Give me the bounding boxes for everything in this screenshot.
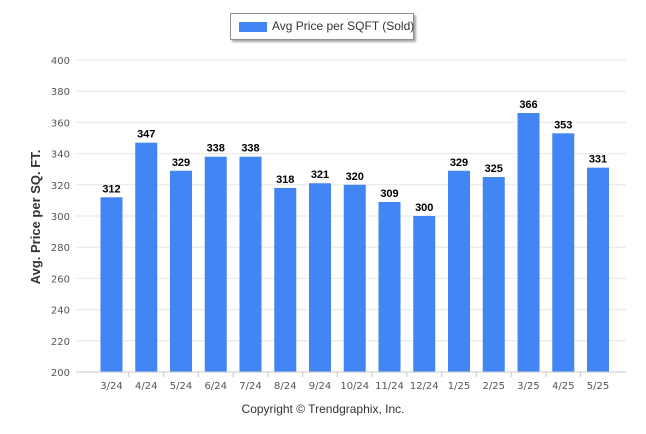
bars (100, 113, 609, 372)
copyright-footer: Copyright © Trendgraphix, Inc. (241, 402, 405, 416)
bar-value-label: 353 (554, 119, 572, 131)
y-tick-label: 200 (51, 368, 70, 379)
x-tick-label: 4/25 (552, 381, 574, 392)
x-tick-label: 2/25 (483, 381, 505, 392)
y-tick-label: 360 (51, 118, 70, 129)
bar-value-label: 312 (102, 183, 120, 195)
bar[interactable] (378, 201, 401, 372)
bar[interactable] (413, 216, 436, 372)
bar[interactable] (448, 170, 470, 372)
bar[interactable] (135, 142, 158, 372)
bar-value-label: 309 (380, 188, 398, 200)
x-tick-label: 3/24 (100, 381, 122, 392)
x-tick-label: 9/24 (309, 381, 331, 392)
bar-value-label: 347 (137, 129, 155, 141)
y-axis-ticks: 200 220 240 260 280 300 320 340 360 380 400 (51, 56, 70, 379)
x-tick-label: 6/24 (205, 381, 227, 392)
bar[interactable] (204, 156, 227, 372)
x-tick-label: 4/24 (135, 381, 157, 392)
bar[interactable] (517, 113, 540, 372)
data-labels: 312 347 329 338 338 318 321 320 309 300 329 325 366 3… (102, 99, 607, 214)
y-axis-label: Avg. Price per SQ. FT. (28, 150, 43, 285)
x-tick-label: 1/25 (448, 381, 470, 392)
bar-value-label: 338 (241, 143, 259, 155)
legend[interactable]: Avg Price per SQFT (Sold) (230, 13, 414, 40)
bar[interactable] (587, 167, 609, 372)
x-axis-ticks: 3/24 4/24 5/24 6/24 7/24 8/24 9/24 10/24 11/24 12… (100, 372, 609, 392)
y-tick-label: 300 (51, 212, 70, 223)
bar[interactable] (274, 187, 297, 372)
bar-value-label: 321 (311, 169, 329, 181)
bar-value-label: 329 (450, 157, 468, 169)
bar-value-label: 329 (172, 157, 190, 169)
bar[interactable] (309, 183, 331, 372)
x-tick-label: 5/25 (587, 381, 609, 392)
x-tick-label: 3/25 (517, 381, 539, 392)
x-tick-label: 8/24 (274, 381, 296, 392)
bar-value-label: 300 (415, 202, 433, 214)
x-tick-label: 5/24 (170, 381, 192, 392)
legend-label: Avg Price per SQFT (Sold) (272, 19, 415, 33)
bar-value-label: 338 (207, 143, 225, 155)
bar[interactable] (552, 133, 575, 372)
bar[interactable] (100, 197, 123, 372)
x-tick-label: 7/24 (239, 381, 261, 392)
x-tick-label: 11/24 (375, 381, 404, 392)
x-tick-label: 10/24 (340, 381, 369, 392)
bar-value-label: 320 (346, 171, 364, 183)
y-tick-label: 320 (51, 181, 70, 192)
legend-swatch (239, 22, 267, 32)
y-tick-label: 280 (51, 243, 70, 254)
bar[interactable] (482, 177, 505, 372)
bar-value-label: 331 (589, 154, 607, 166)
y-tick-label: 400 (51, 56, 70, 67)
y-tick-label: 260 (51, 274, 70, 285)
y-tick-label: 220 (51, 337, 70, 348)
y-tick-label: 240 (51, 306, 70, 317)
y-tick-label: 340 (51, 150, 70, 161)
bar[interactable] (239, 156, 262, 372)
x-tick-label: 12/24 (410, 381, 439, 392)
bar[interactable] (343, 184, 366, 372)
bar-value-label: 325 (485, 163, 503, 175)
y-tick-label: 380 (51, 87, 70, 98)
bar-value-label: 366 (519, 99, 537, 111)
bar-value-label: 318 (276, 174, 294, 186)
bar[interactable] (170, 170, 192, 372)
